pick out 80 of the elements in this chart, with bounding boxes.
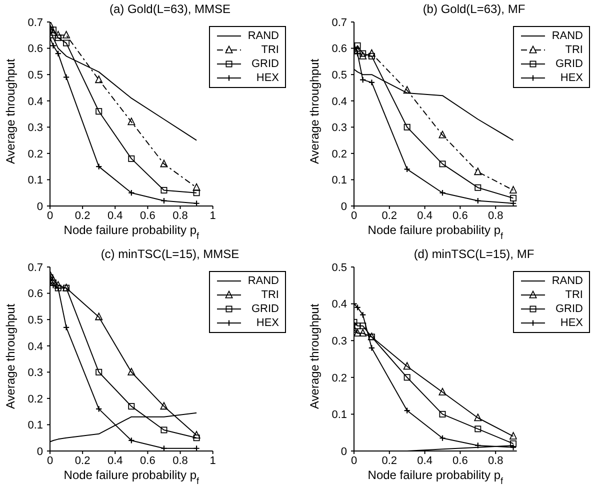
- legend-label: GRID: [556, 303, 583, 315]
- y-tick-label: 0: [36, 200, 43, 213]
- y-tick-label: 0.4: [28, 96, 43, 108]
- legend-label: TRI: [261, 289, 279, 301]
- legend-label: TRI: [565, 44, 583, 56]
- y-tick-label: 0.3: [28, 367, 43, 380]
- chart-title: (b) Gold(L=63), MF: [422, 2, 526, 16]
- x-tick-label: 0.4: [107, 454, 123, 467]
- y-tick-label: 0.7: [332, 16, 347, 29]
- x-tick-label: 0.2: [74, 210, 90, 222]
- y-tick-label: 0.1: [28, 174, 43, 187]
- y-tick-label: 0.6: [332, 43, 347, 56]
- x-tick-label: 0.8: [172, 454, 188, 467]
- legend-label: HEX: [560, 317, 583, 329]
- x-tick-label: 0.4: [107, 210, 123, 222]
- y-tick-label: 0: [340, 200, 347, 213]
- legend-label: RAND: [248, 30, 279, 42]
- legend-label: HEX: [560, 72, 583, 84]
- legend-label: RAND: [552, 30, 583, 42]
- x-tick-label: 0.4: [417, 454, 432, 467]
- x-tick-label: 0.6: [452, 210, 468, 222]
- x-tick-label: 0.8: [488, 210, 504, 222]
- legend-label: RAND: [552, 275, 583, 287]
- y-axis-title: Average throughput: [307, 303, 322, 409]
- y-tick-label: 0.5: [28, 69, 43, 82]
- x-tick-label: 0.8: [172, 210, 188, 222]
- x-tick-label: 0.6: [452, 454, 468, 467]
- x-tick-label: 0.2: [74, 454, 90, 467]
- y-tick-label: 0.5: [332, 262, 347, 274]
- x-axis-title: Node failure probability p$_{f}$: [368, 468, 504, 486]
- y-tick-label: 0.7: [28, 262, 43, 274]
- y-axis-title: Average throughput: [3, 303, 18, 409]
- y-tick-label: 0.3: [332, 122, 347, 134]
- y-tick-label: 0: [36, 446, 43, 458]
- y-tick-label: 0.4: [332, 298, 347, 311]
- y-tick-label: 0.3: [332, 336, 347, 348]
- x-tick-label: 0: [46, 454, 54, 467]
- y-tick-label: 0.2: [28, 393, 43, 406]
- y-tick-label: 0.2: [332, 148, 347, 160]
- y-tick-label: 0.3: [28, 122, 43, 134]
- x-tick-label: 0: [350, 210, 358, 222]
- x-tick-label: 0.2: [382, 454, 398, 467]
- chart-title: (a) Gold(L=63), MMSE: [108, 2, 232, 16]
- legend-label: HEX: [256, 72, 279, 84]
- legend-label: GRID: [252, 303, 279, 315]
- x-tick-label: 0.2: [382, 210, 398, 222]
- x-axis-title: Node failure probability p$_{f}$: [368, 223, 504, 241]
- y-tick-label: 0.6: [28, 43, 43, 56]
- x-tick-label: 0: [350, 454, 358, 467]
- x-tick-label: 1: [210, 454, 216, 467]
- legend-label: GRID: [556, 58, 583, 70]
- legend-label: TRI: [261, 44, 279, 56]
- x-axis-title: Node failure probability p$_{f}$: [64, 468, 200, 486]
- chart-title: (c) minTSC(L=15), MMSE: [100, 247, 240, 261]
- y-tick-label: 0.4: [28, 340, 43, 353]
- x-tick-label: 1: [210, 210, 216, 222]
- x-tick-label: 0: [46, 210, 54, 222]
- x-tick-label: 0.8: [488, 454, 504, 467]
- legend-label: HEX: [256, 317, 279, 329]
- y-tick-label: 0.6: [28, 288, 43, 300]
- chart-title: (d) minTSC(L=15), MF: [412, 247, 536, 261]
- x-tick-label: 0.6: [140, 210, 156, 222]
- y-axis-title: Average throughput: [307, 58, 322, 164]
- y-tick-label: 0.2: [28, 148, 43, 160]
- x-tick-label: 0.6: [140, 454, 156, 467]
- legend-label: GRID: [252, 58, 279, 70]
- x-tick-label: 0.4: [417, 210, 432, 222]
- legend-label: TRI: [565, 289, 583, 301]
- y-tick-label: 0.7: [28, 16, 43, 29]
- legend-label: RAND: [248, 275, 279, 287]
- y-tick-label: 0.2: [332, 372, 347, 384]
- y-tick-label: 0.1: [332, 409, 347, 422]
- y-tick-label: 0: [340, 446, 347, 458]
- y-tick-label: 0.4: [332, 96, 347, 108]
- y-tick-label: 0.1: [28, 420, 43, 432]
- y-tick-label: 0.5: [332, 69, 347, 82]
- y-tick-label: 0.5: [28, 314, 43, 326]
- y-axis-title: Average throughput: [3, 58, 18, 164]
- x-axis-title: Node failure probability p$_{f}$: [64, 223, 200, 241]
- y-tick-label: 0.1: [332, 174, 347, 187]
